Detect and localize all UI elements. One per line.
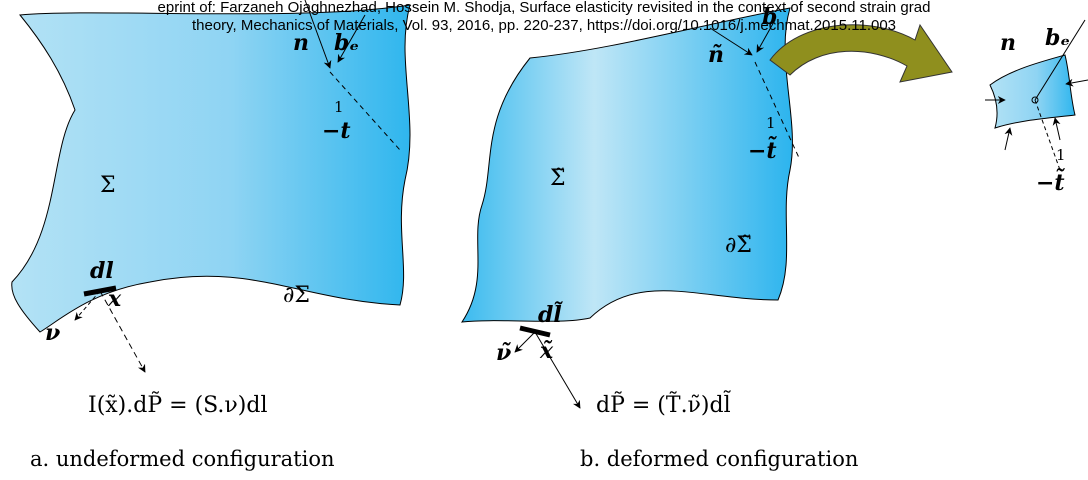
inset-line — [1034, 19, 1086, 101]
nu-arrow — [74, 290, 101, 321]
label: ν̃ — [496, 340, 511, 366]
inset-point — [1031, 96, 1039, 104]
header-line: theory, Mechanics of Materials, Vol. 93,… — [192, 17, 896, 34]
label: dl — [90, 258, 114, 284]
label: Σ — [100, 173, 116, 198]
nu-arrow — [514, 331, 536, 353]
force-line — [99, 290, 146, 373]
label: n — [293, 30, 309, 56]
label: Σ̃ — [550, 166, 566, 191]
equation: dP̃ = (T̃.ν̃)dl̃ — [596, 391, 732, 418]
zoom-arrow — [769, 23, 953, 83]
label: ñ — [708, 42, 724, 68]
label: x̃ — [539, 338, 554, 364]
label: ν — [45, 320, 60, 346]
undeformed-body — [11, 4, 411, 333]
label: n — [1000, 30, 1016, 56]
label: 1 — [766, 114, 776, 132]
body-force-arrow — [337, 14, 366, 63]
label: −t — [322, 118, 351, 144]
label: bₑ — [334, 30, 359, 56]
inset-arrow — [1004, 127, 1013, 151]
normal-arrow — [709, 27, 753, 56]
normal-arrow — [304, 0, 332, 69]
body-force-arrow — [756, 19, 776, 53]
label: −t̃ — [1036, 169, 1065, 196]
label: −t̃ — [748, 137, 777, 164]
label: ∂Σ̃ — [725, 233, 752, 258]
header-line: eprint of: Farzaneh Ojaghnezhad, Hossein… — [158, 0, 931, 16]
inset-line — [1034, 99, 1061, 171]
label: x — [107, 286, 122, 312]
force-line — [534, 331, 581, 409]
label: bₑ — [1045, 25, 1070, 51]
inset-arrow — [1065, 78, 1088, 87]
caption: b. deformed configuration — [580, 447, 858, 471]
deformed-body — [460, 7, 793, 323]
label: b — [762, 4, 777, 30]
caption: a. undeformed configuration — [30, 447, 335, 471]
inset-arrow — [1052, 117, 1061, 141]
inset-element — [989, 54, 1076, 129]
label: dl̃ — [538, 302, 564, 328]
equation: I(x̃).dP̃ = (S.ν)dl — [88, 392, 268, 418]
label: ∂Σ — [283, 283, 310, 308]
label: 1 — [1056, 146, 1066, 164]
dl-segment — [519, 325, 551, 338]
label: 1 — [334, 98, 344, 116]
